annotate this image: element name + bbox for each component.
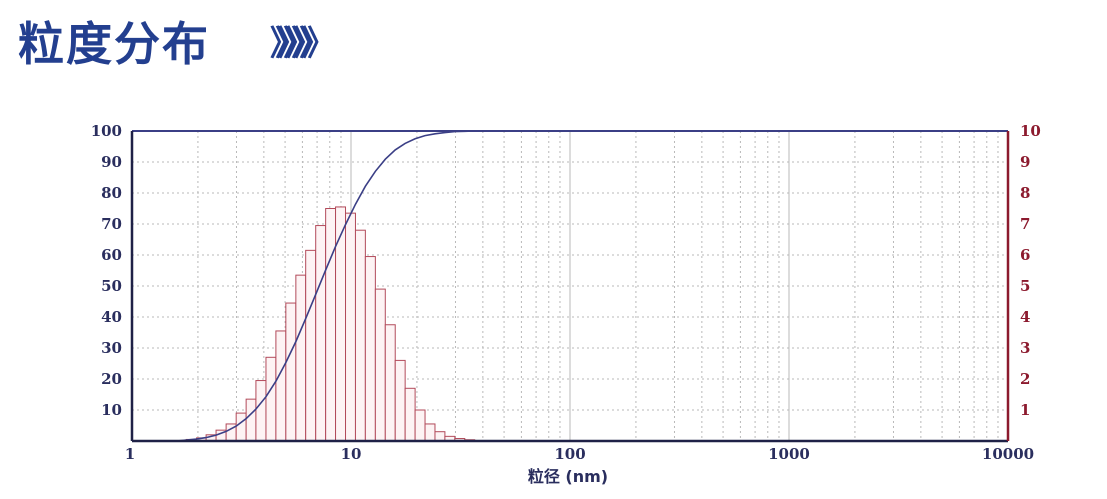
histogram-bar xyxy=(345,212,356,442)
histogram-bar xyxy=(305,249,317,442)
page-title: 粒度分布 xyxy=(18,17,210,71)
left-tick-label: 20 xyxy=(101,370,122,388)
right-tick-label: 2 xyxy=(1020,370,1030,388)
right-tick-label: 10 xyxy=(1020,122,1041,140)
left-tick-label: 70 xyxy=(101,215,122,233)
histogram-bar xyxy=(245,398,257,442)
left-tick-label: 90 xyxy=(101,153,122,171)
left-tick-label: 40 xyxy=(101,308,122,326)
histogram-bar xyxy=(235,412,247,442)
histogram-bar xyxy=(255,380,267,442)
left-tick-label: 50 xyxy=(101,277,122,295)
histogram-bar xyxy=(404,387,416,442)
histogram-bar xyxy=(384,324,396,442)
right-tick-label: 8 xyxy=(1020,184,1030,202)
histogram-bar xyxy=(295,274,307,442)
x-tick-label: 1 xyxy=(125,445,135,463)
histogram-bar xyxy=(285,302,297,442)
right-tick-label: 3 xyxy=(1020,339,1030,357)
histogram-bar xyxy=(414,409,426,442)
histogram-bar xyxy=(394,359,406,442)
plot-frame xyxy=(130,130,1010,443)
bar-series xyxy=(185,206,476,442)
left-tick-label: 60 xyxy=(101,246,122,264)
right-tick-label: 5 xyxy=(1020,277,1030,295)
title-arrows-icon: 》》》》》 xyxy=(270,24,336,64)
x-axis-ticks: 1 10 100 1000 10000 xyxy=(125,445,1034,463)
cumulative-line xyxy=(176,130,475,442)
x-axis-label: 粒径 (nm) xyxy=(528,467,608,486)
x-tick-label: 100 xyxy=(554,445,585,463)
right-axis-ticks: 1 2 3 4 5 6 7 8 9 10 xyxy=(1020,122,1041,419)
histogram-bar xyxy=(325,208,337,442)
right-tick-label: 9 xyxy=(1020,153,1030,171)
right-tick-label: 7 xyxy=(1020,215,1030,233)
left-tick-label: 30 xyxy=(101,339,122,357)
x-tick-label: 10000 xyxy=(982,445,1034,463)
histogram-bar xyxy=(354,229,366,442)
left-tick-label: 10 xyxy=(101,401,122,419)
histogram-bar xyxy=(434,431,446,442)
right-tick-label: 1 xyxy=(1020,401,1030,419)
histogram-bar xyxy=(275,330,287,442)
histogram-bar xyxy=(315,225,327,442)
right-tick-label: 4 xyxy=(1020,308,1030,326)
x-tick-label: 1000 xyxy=(768,445,810,463)
histogram-bar xyxy=(265,356,277,442)
left-axis-ticks: 10 20 30 40 50 60 70 80 90 100 xyxy=(91,122,122,419)
x-tick-label: 10 xyxy=(341,445,362,463)
left-tick-label: 80 xyxy=(101,184,122,202)
cumulative-series xyxy=(176,130,475,442)
left-tick-label: 100 xyxy=(91,122,122,140)
histogram-bar xyxy=(364,256,376,442)
histogram-bar xyxy=(424,423,436,442)
right-tick-label: 6 xyxy=(1020,246,1030,264)
histogram-bar xyxy=(374,288,386,442)
